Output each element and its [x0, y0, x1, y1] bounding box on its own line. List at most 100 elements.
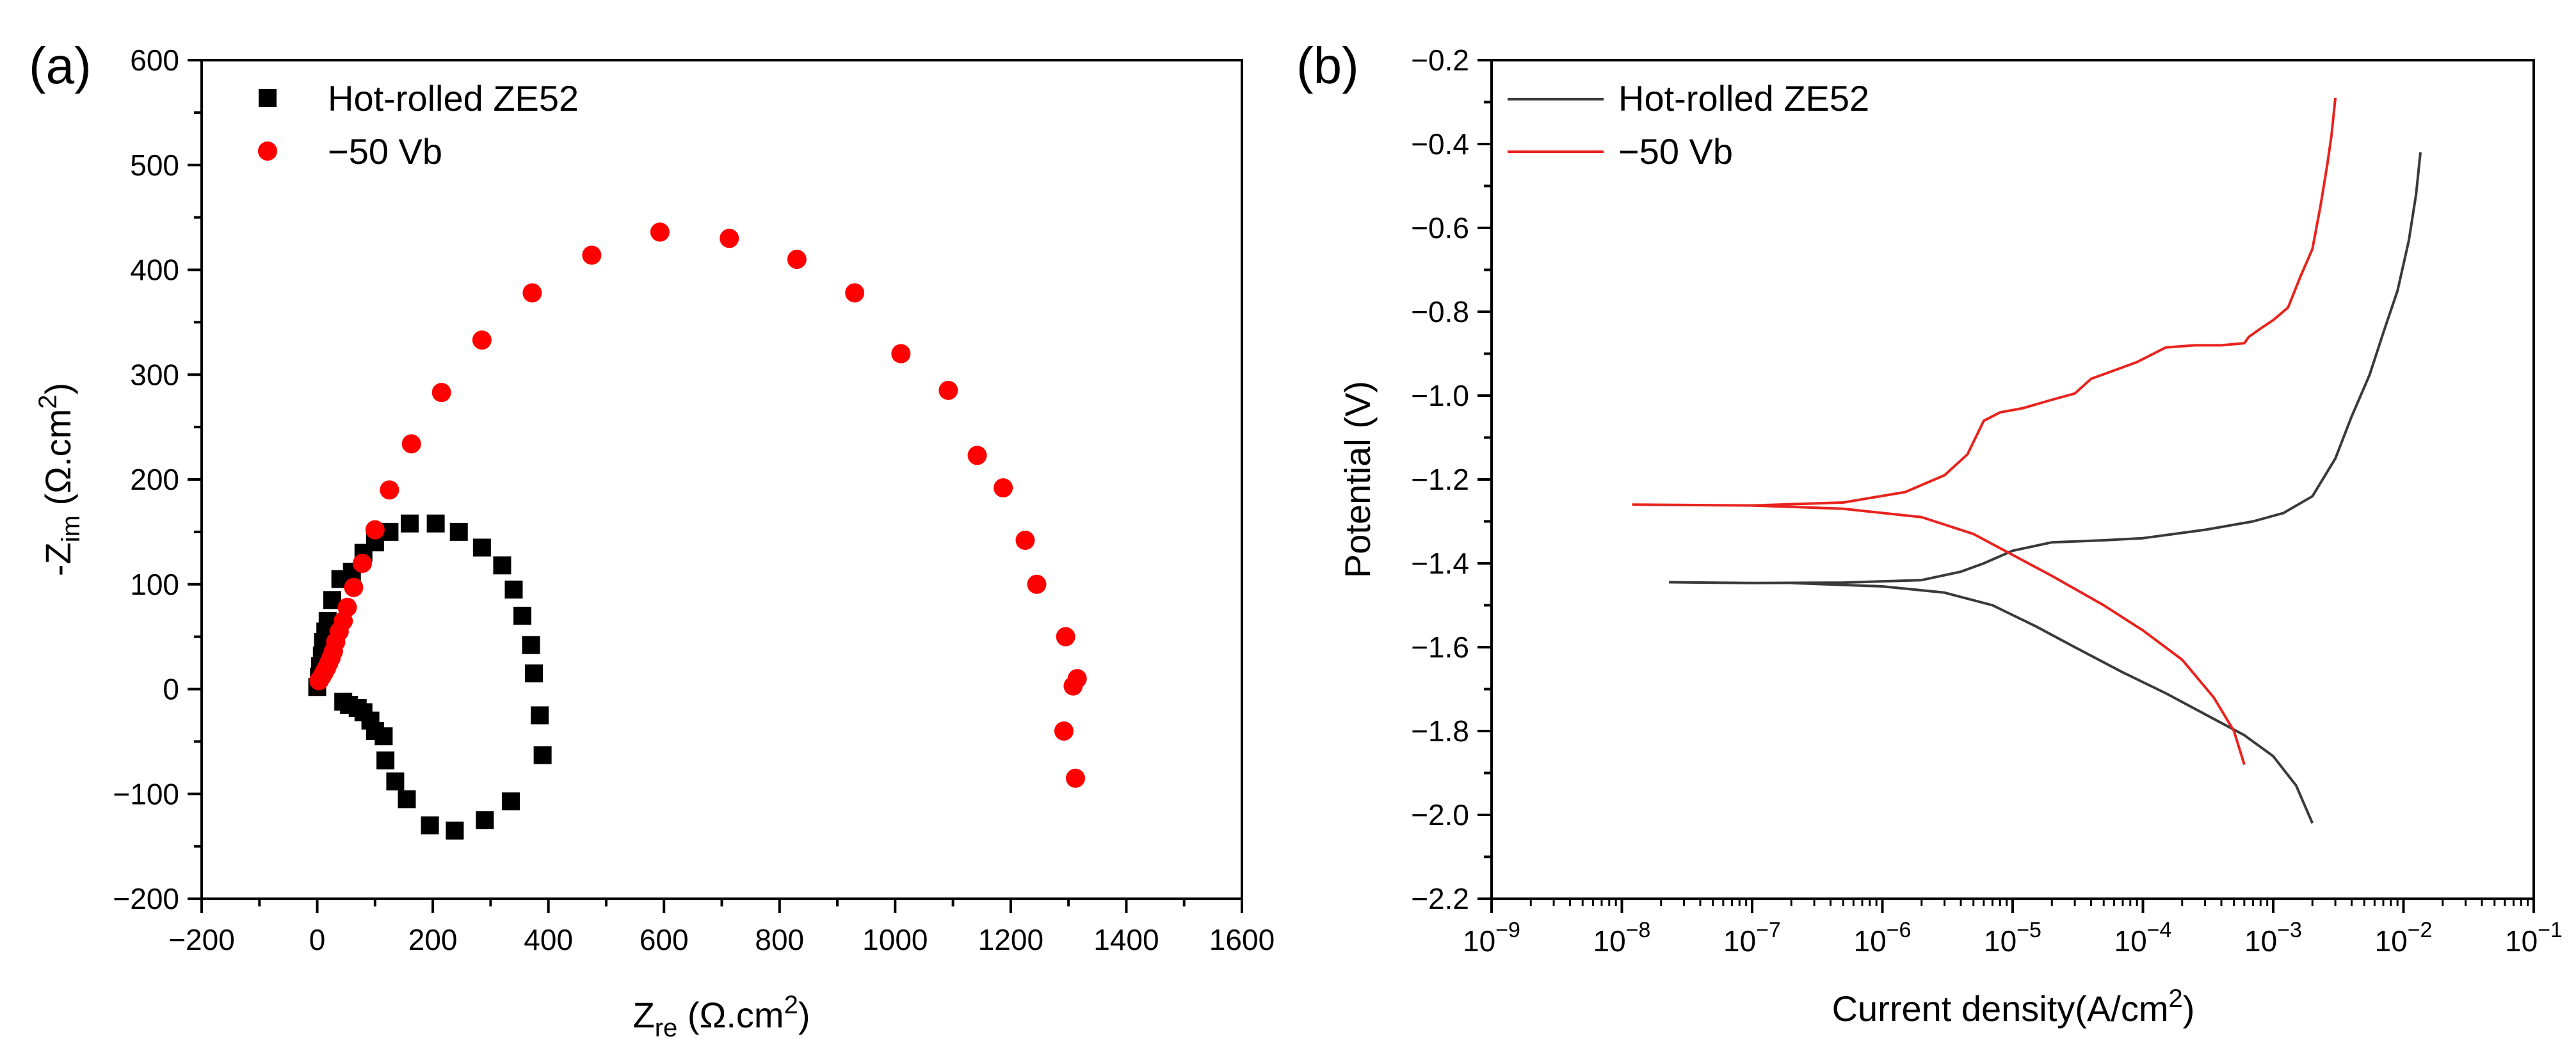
y-tick-label: −0.8	[1411, 295, 1469, 328]
legend-label-hot-rolled-b: Hot-rolled ZE52	[1618, 78, 1869, 118]
x-tick-label: −200	[168, 923, 235, 956]
y-tick-label: −1.2	[1411, 463, 1469, 496]
data-point-hot-rolled	[446, 821, 464, 840]
y-tick-label: 0	[163, 673, 179, 706]
data-point-hot-rolled	[449, 522, 468, 541]
data-point-50vb	[352, 554, 372, 573]
y-tick-label: 200	[130, 463, 179, 496]
data-point-hot-rolled	[401, 514, 419, 533]
x-tick-label: 10−3	[2244, 918, 2302, 958]
data-point-hot-rolled	[501, 792, 520, 810]
x-tick-label: 0	[309, 923, 326, 956]
y-tick-label: −0.4	[1411, 127, 1469, 161]
x-tick-label: 800	[755, 923, 804, 956]
data-point-hot-rolled	[398, 790, 416, 809]
data-point-hot-rolled	[476, 811, 494, 830]
data-point-50vb	[720, 229, 739, 248]
y-tick-label: 300	[130, 358, 179, 391]
data-point-50vb	[1015, 530, 1035, 550]
curve-hot-rolled-anodic	[1669, 152, 2422, 584]
data-point-50vb	[1027, 574, 1047, 594]
data-point-50vb	[522, 283, 542, 303]
data-point-hot-rolled	[522, 636, 540, 654]
data-point-50vb	[967, 446, 987, 465]
data-point-hot-rolled	[472, 538, 491, 557]
y-tick-label: 100	[130, 568, 179, 601]
x-tick-label: 400	[524, 923, 573, 956]
panel-a-data	[308, 222, 1087, 840]
panel-b-polarization-plot: (b) 10−9 10−8 10−7 10−6 10−5 10−4 10−3 10−2 10−1…	[1296, 37, 2563, 1029]
y-tick-label: −1.0	[1411, 379, 1469, 412]
x-tick-label: 1200	[978, 923, 1043, 956]
legend-label-hot-rolled: Hot-rolled ZE52	[328, 78, 579, 118]
x-tick-label: 10−8	[1593, 918, 1651, 958]
legend-label-50vb-b: −50 Vb	[1618, 131, 1733, 172]
legend-marker-50vb	[258, 141, 277, 161]
x-tick-label: 200	[408, 923, 458, 956]
y-tick-label: −1.4	[1411, 547, 1469, 580]
y-tick-label: −0.6	[1411, 211, 1469, 245]
data-point-50vb	[472, 330, 492, 350]
data-point-50vb	[891, 344, 911, 364]
x-tick-label: 1400	[1093, 923, 1159, 956]
y-tick-label: −2.2	[1411, 882, 1469, 915]
data-point-hot-rolled	[334, 693, 353, 711]
data-point-50vb	[380, 480, 399, 500]
x-tick-label: 10−7	[1723, 918, 1781, 958]
data-point-50vb	[1054, 721, 1074, 741]
panel-a-plot-frame	[200, 59, 1243, 900]
panel-a-ticks: −200 0 200 400 600 800 1000 1200 1400 1600−200−10…	[113, 44, 1275, 956]
legend-label-50vb: −50 Vb	[328, 131, 442, 172]
panel-a-legend: Hot-rolled ZE52 −50 Vb	[258, 78, 579, 172]
data-point-hot-rolled	[513, 606, 532, 625]
data-point-hot-rolled	[421, 816, 439, 835]
data-point-hot-rolled	[525, 664, 543, 682]
curve-50vb-anodic	[1632, 97, 2337, 507]
x-tick-label: 1600	[1209, 923, 1275, 956]
panel-b-label: (b)	[1296, 37, 1359, 94]
x-tick-label: 10−6	[1854, 918, 1912, 958]
x-tick-label: 10−5	[1984, 918, 2041, 958]
legend-marker-hot-rolled	[259, 89, 277, 107]
y-tick-label: −0.2	[1411, 44, 1469, 77]
panel-b-legend: Hot-rolled ZE52 −50 Vb	[1508, 78, 1869, 172]
data-point-50vb	[1066, 768, 1085, 788]
data-point-50vb	[650, 222, 670, 242]
x-tick-label: 10−9	[1463, 918, 1520, 958]
data-point-hot-rolled	[504, 580, 523, 599]
data-point-hot-rolled	[533, 746, 552, 764]
data-point-50vb	[787, 250, 807, 270]
panel-b-ticks: 10−9 10−8 10−7 10−6 10−5 10−4 10−3 10−2 10−1 −2.2…	[1411, 44, 2563, 958]
panel-b-y-axis-label: Potential (V)	[1337, 381, 1378, 578]
x-tick-label: 10−2	[2375, 918, 2433, 958]
curve-hot-rolled-cathodic	[1791, 581, 2314, 824]
data-point-50vb	[1056, 627, 1075, 647]
y-tick-label: −1.6	[1411, 631, 1469, 664]
data-point-hot-rolled	[531, 706, 549, 725]
data-point-hot-rolled	[386, 772, 405, 791]
data-point-50vb	[344, 577, 364, 597]
data-point-50vb	[431, 383, 451, 403]
data-point-50vb	[1063, 676, 1083, 696]
data-point-50vb	[845, 283, 865, 303]
data-point-hot-rolled	[376, 751, 395, 769]
y-tick-label: −2.0	[1411, 798, 1469, 832]
panel-a-impedance-plot: (a) −200 0 200 400 600 800 1000 1200 1400 1600−20…	[29, 37, 1275, 1042]
panel-b-data	[1632, 97, 2422, 824]
y-tick-label: 600	[130, 44, 179, 77]
data-point-50vb	[994, 478, 1013, 498]
data-point-50vb	[365, 520, 385, 540]
data-point-50vb	[401, 434, 421, 454]
panel-b-x-axis-label: Current density(A/cm2)	[1832, 985, 2195, 1029]
x-tick-label: 10−1	[2505, 918, 2563, 958]
panel-a-y-axis-label: -Zim (Ω.cm2)	[34, 383, 85, 576]
x-tick-label: 600	[640, 923, 689, 956]
data-point-hot-rolled	[493, 556, 511, 575]
panel-b-plot-frame	[1490, 59, 2535, 900]
x-tick-label: 10−4	[2114, 918, 2172, 958]
y-tick-label: −1.8	[1411, 714, 1469, 748]
curve-50vb-cathodic	[1751, 504, 2246, 765]
data-point-50vb	[582, 245, 602, 265]
x-tick-label: 1000	[862, 923, 928, 956]
